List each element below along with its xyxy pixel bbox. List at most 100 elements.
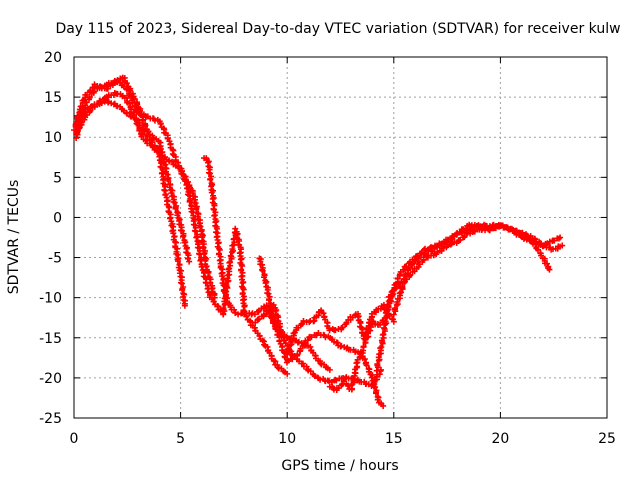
y-tick-label: -10 xyxy=(39,291,62,307)
data-point xyxy=(380,402,387,409)
data-point xyxy=(555,235,562,242)
data-point xyxy=(265,297,272,304)
data-point xyxy=(235,311,242,318)
data-point xyxy=(317,360,324,367)
data-point xyxy=(208,189,215,196)
data-point xyxy=(447,241,454,248)
data-point xyxy=(181,177,188,184)
data-point xyxy=(179,233,186,240)
data-point xyxy=(299,360,306,367)
data-point xyxy=(265,290,272,297)
data-point xyxy=(374,361,381,368)
data-point xyxy=(165,177,172,184)
data-point xyxy=(274,364,281,371)
data-point xyxy=(134,121,141,128)
data-point xyxy=(270,301,277,308)
data-point xyxy=(546,266,553,273)
data-point xyxy=(186,192,193,199)
data-point xyxy=(193,206,200,213)
data-point xyxy=(74,112,81,119)
data-point xyxy=(360,343,367,350)
data-point xyxy=(276,323,283,330)
data-points xyxy=(71,74,566,409)
data-point xyxy=(373,390,380,397)
data-point xyxy=(126,100,133,107)
data-point xyxy=(170,230,177,237)
data-point xyxy=(210,194,217,201)
data-point xyxy=(178,227,185,234)
data-point xyxy=(223,281,230,288)
data-point xyxy=(284,370,291,377)
data-point xyxy=(307,343,314,350)
data-point xyxy=(157,163,164,170)
y-tick-label: 10 xyxy=(44,130,62,146)
series-sat-b xyxy=(73,97,188,309)
series-sat-l xyxy=(390,222,566,318)
data-point xyxy=(557,234,564,241)
data-point xyxy=(179,280,186,287)
data-point xyxy=(213,234,220,241)
y-tick-label: -25 xyxy=(39,411,62,427)
data-point xyxy=(193,234,200,241)
data-point xyxy=(73,131,80,138)
chart-title: Day 115 of 2023, Sidereal Day-to-day VTE… xyxy=(55,21,620,37)
data-point xyxy=(177,279,184,286)
data-point xyxy=(220,311,227,318)
x-tick-labels: 0 5 10 15 20 25 xyxy=(70,431,616,447)
data-point xyxy=(207,170,214,177)
data-point xyxy=(332,326,339,333)
plot-frame xyxy=(73,56,608,419)
data-point xyxy=(181,239,188,246)
x-tick-label: 0 xyxy=(70,431,79,447)
data-point xyxy=(559,242,566,249)
data-point xyxy=(181,302,188,309)
y-tick-label: -5 xyxy=(48,251,62,267)
x-tick-label: 10 xyxy=(278,431,296,447)
data-point xyxy=(192,200,199,207)
y-tick-labels: 20 15 10 5 0 -5 -10 -15 -20 -25 xyxy=(39,50,62,427)
data-point xyxy=(220,305,227,312)
data-point xyxy=(259,267,266,274)
data-point xyxy=(171,199,178,206)
data-point xyxy=(232,225,239,232)
data-point xyxy=(158,170,165,177)
data-point xyxy=(326,366,333,373)
series-sat-d xyxy=(73,89,227,317)
x-tick-label: 5 xyxy=(176,431,185,447)
data-point xyxy=(198,263,205,270)
data-point xyxy=(73,118,80,125)
data-point xyxy=(311,373,318,380)
data-point xyxy=(390,311,397,318)
data-point xyxy=(207,176,214,183)
data-point xyxy=(192,228,199,235)
x-tick-label: 20 xyxy=(491,431,509,447)
data-point xyxy=(398,289,405,296)
data-point xyxy=(204,285,211,292)
data-point xyxy=(133,120,140,127)
x-tick-label: 25 xyxy=(598,431,616,447)
data-point xyxy=(300,317,307,324)
data-point xyxy=(157,120,164,127)
data-point xyxy=(197,257,204,264)
y-tick-label: -15 xyxy=(39,331,62,347)
data-point xyxy=(384,301,391,308)
data-point xyxy=(222,289,229,296)
data-point xyxy=(213,218,220,225)
y-axis-label: SDTVAR / TECUs xyxy=(6,180,22,295)
data-point xyxy=(211,212,218,219)
data-point xyxy=(380,331,387,338)
data-point xyxy=(239,262,246,269)
data-point xyxy=(169,151,176,158)
data-point xyxy=(196,251,203,258)
y-tick-label: 15 xyxy=(44,90,62,106)
y-tick-label: 5 xyxy=(53,170,62,186)
data-point xyxy=(227,259,234,266)
series-sat-c xyxy=(73,78,218,301)
x-axis-label: GPS time / hours xyxy=(281,458,398,474)
data-point xyxy=(136,127,143,134)
data-point xyxy=(381,324,388,331)
data-point xyxy=(179,287,186,294)
data-point xyxy=(227,252,234,259)
data-point xyxy=(127,93,134,100)
data-point xyxy=(141,128,148,135)
